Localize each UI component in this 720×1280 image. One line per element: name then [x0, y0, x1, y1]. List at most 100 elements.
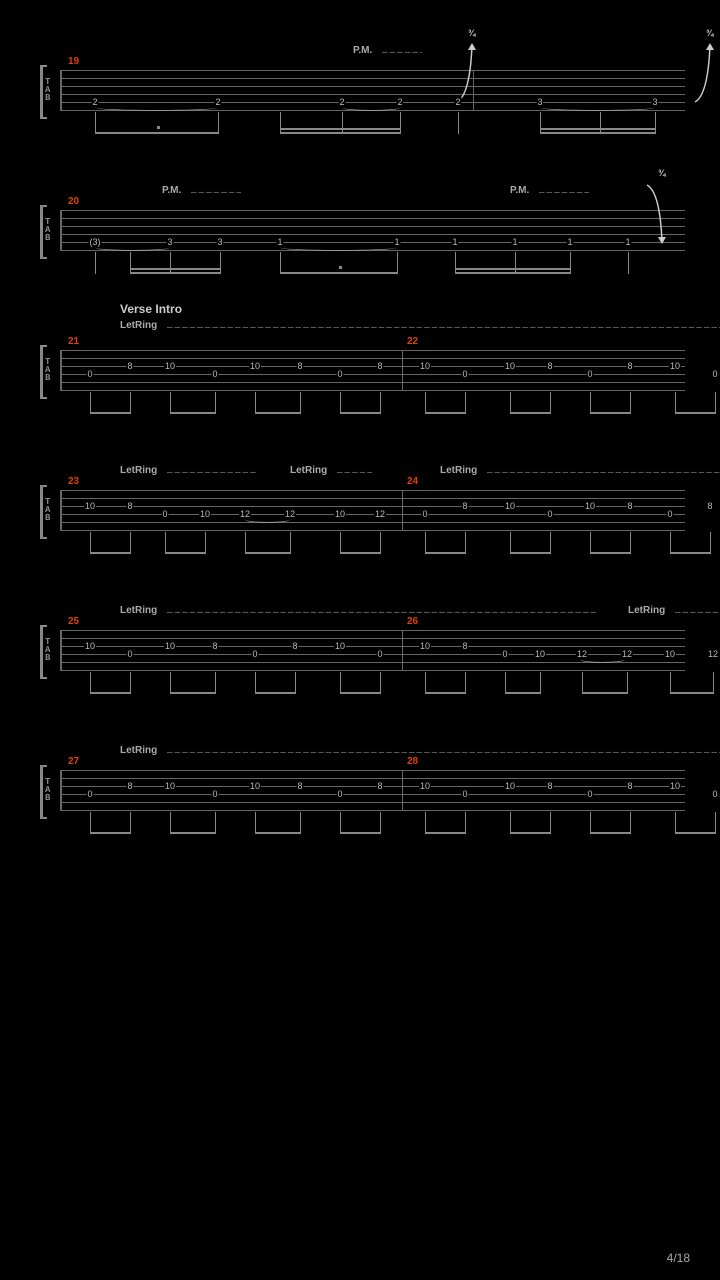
fret-number: 0 — [501, 649, 508, 659]
beam — [675, 832, 715, 834]
beam — [170, 692, 215, 694]
fret-number: 0 — [161, 509, 168, 519]
beam — [255, 412, 300, 414]
stem — [627, 672, 628, 694]
stem — [550, 812, 551, 834]
beam-dot — [339, 266, 342, 269]
fret-number: 8 — [706, 501, 713, 511]
stem — [670, 672, 671, 694]
stem — [570, 252, 571, 274]
beam — [670, 692, 713, 694]
stem — [655, 112, 656, 134]
fret-number: 8 — [126, 781, 133, 791]
staff-line — [60, 530, 685, 531]
tie — [245, 516, 290, 523]
stem — [245, 532, 246, 554]
bend-arrow — [642, 180, 672, 250]
stem — [465, 532, 466, 554]
annotation-dashes: ––––––––––––––––––––––––––––––––––––––––… — [167, 322, 720, 333]
letring-annotation: LetRing — [120, 320, 157, 331]
barline — [60, 630, 62, 670]
fret-number: 0 — [211, 789, 218, 799]
fret-number: 10 — [669, 361, 681, 371]
staff-line — [60, 70, 685, 71]
stem — [510, 392, 511, 414]
stem — [515, 252, 516, 274]
stem — [380, 392, 381, 414]
stem — [425, 812, 426, 834]
fret-number: 0 — [461, 369, 468, 379]
fret-number: 2 — [454, 97, 461, 107]
letring-annotation: LetRing — [120, 745, 157, 756]
stem — [90, 812, 91, 834]
stem — [130, 532, 131, 554]
tab-staff: 2122TAB081001080810010808100 — [20, 350, 700, 410]
tie — [540, 104, 655, 111]
bar-number: 22 — [407, 336, 418, 347]
staff-line — [60, 770, 685, 771]
bend-label: ¾ — [706, 28, 714, 38]
fret-number: 0 — [546, 509, 553, 519]
fret-number: 0 — [376, 649, 383, 659]
fret-number: 8 — [461, 501, 468, 511]
stem — [400, 112, 401, 134]
beam — [425, 832, 465, 834]
stem — [170, 812, 171, 834]
fret-number: 12 — [707, 649, 719, 659]
beam — [455, 268, 570, 270]
fret-number: 10 — [334, 509, 346, 519]
stem — [455, 252, 456, 274]
beam — [540, 128, 655, 130]
barline — [60, 350, 62, 390]
tab-clef: TAB — [45, 778, 50, 802]
staff-line — [60, 802, 685, 803]
beam — [425, 412, 465, 414]
fret-number: 8 — [461, 641, 468, 651]
beam — [425, 552, 465, 554]
stem — [397, 252, 398, 274]
fret-number: 10 — [419, 781, 431, 791]
fret-number: 8 — [546, 781, 553, 791]
staff-line — [60, 390, 685, 391]
tab-clef: TAB — [45, 218, 50, 242]
tab-staff: 2728TAB081001080810010808100 — [20, 770, 700, 830]
bar-number: 28 — [407, 756, 418, 767]
fret-number: 10 — [419, 361, 431, 371]
beam — [340, 832, 380, 834]
beam — [510, 412, 550, 414]
section-label: Verse Intro — [120, 302, 182, 316]
fret-number: 0 — [461, 789, 468, 799]
beam — [540, 132, 655, 134]
annotation-dashes: ––––––––––| — [539, 187, 589, 198]
stem — [90, 532, 91, 554]
stem — [342, 112, 343, 134]
tie — [280, 244, 397, 251]
stem — [165, 532, 166, 554]
pm-annotation: P.M. — [353, 45, 372, 56]
beam — [130, 268, 220, 270]
fret-number: 10 — [249, 781, 261, 791]
bar-number: 24 — [407, 476, 418, 487]
staff-line — [60, 638, 685, 639]
fret-number: 8 — [291, 641, 298, 651]
stem — [218, 112, 219, 134]
stem — [465, 392, 466, 414]
staff-line — [60, 778, 685, 779]
tie — [342, 104, 400, 111]
beam — [505, 692, 540, 694]
bar-number: 21 — [68, 336, 79, 347]
bar-number: 20 — [68, 196, 79, 207]
beam — [590, 412, 630, 414]
bar-number: 26 — [407, 616, 418, 627]
bend-label: ¾ — [468, 28, 476, 38]
stem — [280, 112, 281, 134]
staff-line — [60, 646, 685, 647]
staff-line — [60, 498, 685, 499]
beam — [170, 412, 215, 414]
beam — [255, 832, 300, 834]
beam — [280, 272, 397, 274]
stem — [715, 392, 716, 414]
annotation-dashes: ––––––––| — [382, 47, 422, 58]
fret-number: 0 — [336, 369, 343, 379]
stem — [340, 532, 341, 554]
